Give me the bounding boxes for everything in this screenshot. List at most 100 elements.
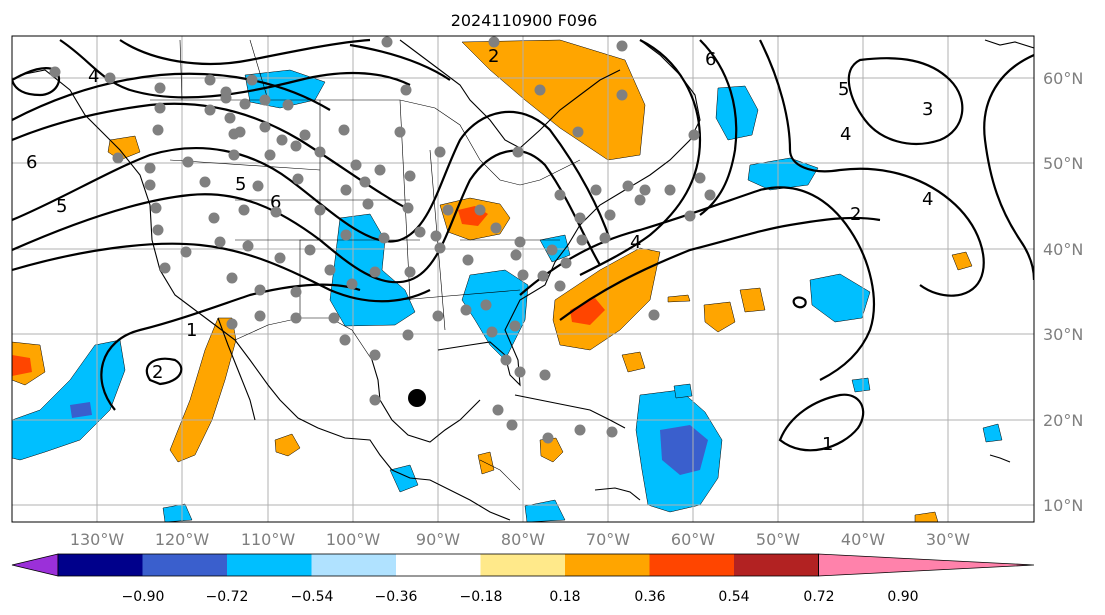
- station-dot: [220, 92, 232, 104]
- station-dot: [270, 206, 282, 218]
- station-dot: [259, 121, 271, 133]
- storm-center-marker: [408, 389, 426, 407]
- lon-label: 120°W: [155, 530, 210, 549]
- station-dot: [599, 232, 611, 244]
- station-dot: [49, 66, 61, 78]
- contour-label: 4: [630, 232, 641, 253]
- contour-label: 6: [270, 192, 281, 213]
- station-dot: [590, 184, 602, 196]
- station-dot: [554, 280, 566, 292]
- station-dot: [430, 230, 442, 242]
- station-dot: [514, 236, 526, 248]
- station-dot: [152, 224, 164, 236]
- station-dot: [537, 270, 549, 282]
- station-dot: [282, 99, 294, 111]
- station-dot: [539, 369, 551, 381]
- station-dot: [506, 419, 518, 431]
- station-dot: [159, 262, 171, 274]
- station-dot: [402, 329, 414, 341]
- station-dot: [340, 229, 352, 241]
- station-dot: [324, 264, 336, 276]
- positive-anomaly-shading: [12, 39, 973, 522]
- colorbar-segment: [311, 554, 396, 576]
- station-dot: [238, 204, 250, 216]
- colorbar-segment: [142, 554, 227, 576]
- station-dot: [292, 173, 304, 185]
- station-dot: [350, 159, 362, 171]
- station-dot: [460, 304, 472, 316]
- station-dot: [234, 126, 246, 138]
- colorbar-segment: [396, 554, 481, 576]
- figure-title: 2024110900 F096: [451, 11, 598, 30]
- station-dot: [299, 129, 311, 141]
- contour-label: 3: [922, 99, 933, 120]
- station-dot: [362, 198, 374, 210]
- station-dot: [254, 284, 266, 296]
- colorbar-tick-label: 0.54: [718, 589, 749, 605]
- station-dot: [340, 184, 352, 196]
- station-dot: [314, 146, 326, 158]
- lat-label: 20°N: [1043, 411, 1083, 430]
- contour-label: 6: [705, 49, 716, 70]
- station-dot: [369, 266, 381, 278]
- station-dot: [542, 432, 554, 444]
- station-dot: [606, 426, 618, 438]
- colorbar-outline: [57, 553, 819, 577]
- station-dot: [488, 36, 500, 48]
- station-dot: [414, 226, 426, 238]
- station-dot: [226, 272, 238, 284]
- graticule: [12, 36, 1034, 522]
- station-dot: [214, 236, 226, 248]
- colorbar-tick-label: 0.72: [803, 589, 834, 605]
- colorbar-extend-high: [818, 553, 1035, 577]
- station-dot: [338, 124, 350, 136]
- station-dot: [242, 240, 254, 252]
- station-dot: [509, 320, 521, 332]
- colorbar-segment: [565, 554, 650, 576]
- station-dot: [374, 164, 386, 176]
- station-dot: [239, 98, 251, 110]
- station-dot: [684, 210, 696, 222]
- lat-label: 10°N: [1043, 496, 1083, 515]
- lon-label: 100°W: [326, 530, 381, 549]
- station-dot: [224, 112, 236, 124]
- station-dot: [208, 212, 220, 224]
- colorbar-tick-label: −0.36: [375, 589, 418, 605]
- contour-label: 2: [488, 46, 499, 67]
- station-dot: [434, 146, 446, 158]
- station-dot: [480, 299, 492, 311]
- station-dot: [546, 244, 558, 256]
- station-dot: [154, 82, 166, 94]
- colorbar-tick-label: 0.18: [549, 589, 580, 605]
- station-dot: [604, 209, 616, 221]
- station-dot: [462, 254, 474, 266]
- station-dot: [378, 232, 390, 244]
- contour-label: 2: [152, 362, 163, 383]
- colorbar-segment: [58, 554, 143, 576]
- station-dot: [688, 129, 700, 141]
- station-dot: [500, 354, 512, 366]
- colorbar-extend-low: [11, 553, 59, 577]
- station-dot: [517, 269, 529, 281]
- station-dot: [304, 244, 316, 256]
- station-dot: [576, 234, 588, 246]
- contour-label: 5: [838, 79, 849, 100]
- colorbar-segment: [649, 554, 734, 576]
- station-dot: [144, 162, 156, 174]
- station-dot: [490, 222, 502, 234]
- station-dot: [534, 84, 546, 96]
- station-dot: [400, 84, 412, 96]
- colorbar-segment: [227, 554, 312, 576]
- station-dot: [474, 204, 486, 216]
- colorbar: [11, 553, 1035, 577]
- station-dot: [704, 189, 716, 201]
- station-dot: [346, 278, 358, 290]
- lon-label: 30°W: [926, 530, 970, 549]
- lat-label: 40°N: [1043, 240, 1083, 259]
- station-dot: [204, 104, 216, 116]
- station-dot: [228, 149, 240, 161]
- station-dot: [572, 126, 584, 138]
- contour-label: 5: [235, 174, 246, 195]
- lon-label: 110°W: [241, 530, 296, 549]
- colorbar-tick-label: 0.36: [634, 589, 665, 605]
